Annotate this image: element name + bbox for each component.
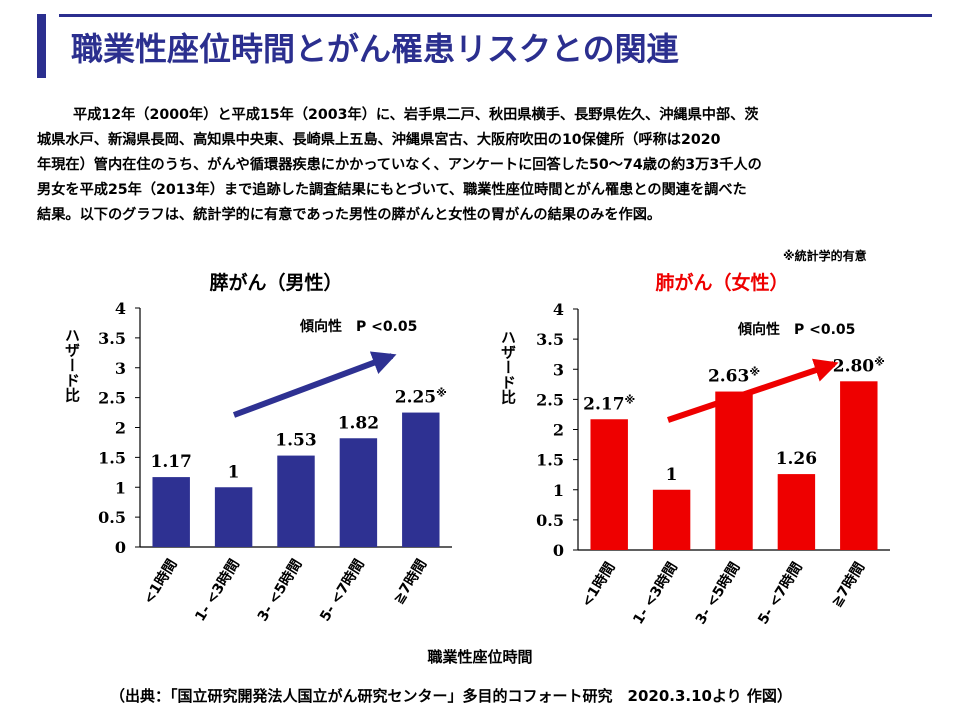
y-tick-label: 2.5: [536, 390, 564, 409]
title-accent-bar: [37, 14, 46, 78]
title-bar: 職業性座位時間とがん罹患リスクとの関連: [37, 14, 932, 78]
x-tick-label: 3- <5時間: [254, 556, 305, 624]
y-tick-label: 2: [115, 419, 126, 438]
data-label: 1.17: [150, 452, 191, 472]
x-tick-label: 3- <5時間: [692, 559, 743, 627]
bar: [652, 489, 691, 550]
x-tick-label: 1- <3時間: [630, 559, 681, 627]
data-label: 1.82: [338, 413, 379, 433]
data-label: 1.53: [275, 431, 316, 451]
y-tick-label: 1: [553, 481, 564, 500]
data-label: 2.80※: [833, 355, 885, 376]
bar: [277, 455, 315, 547]
description-line: 平成12年（2000年）と平成15年（2003年）に、岩手県二戸、秋田県横手、長…: [73, 107, 759, 123]
chart-title: 肺がん（女性）: [655, 271, 788, 294]
x-tick-label: 5- <7時間: [754, 559, 805, 627]
data-label: 2.25※: [395, 387, 447, 408]
description-line: 城県水戸、新潟県長岡、高知県中央東、長崎県上五島、沖縄県宮古、大阪府吹田の10保…: [37, 132, 721, 148]
y-tick-label: 3: [115, 359, 126, 378]
y-tick-label: 1.5: [536, 451, 564, 470]
significance-note: ※統計学的有意: [783, 248, 867, 263]
y-tick-label: 1.5: [98, 448, 126, 467]
chart-title: 膵がん（男性）: [209, 271, 342, 294]
y-tick-label: 2.5: [98, 389, 126, 408]
bar: [590, 419, 628, 550]
description-line: 年現在）管内在住のうち、がんや循環器疾患にかかっていなく、アンケートに回答した5…: [37, 157, 762, 173]
y-tick-label: 0.5: [536, 511, 564, 530]
trend-annotation: 傾向性 P <0.05: [737, 321, 855, 338]
page-title: 職業性座位時間とがん罹患リスクとの関連: [71, 30, 679, 68]
y-tick-label: 0.5: [98, 508, 126, 527]
x-tick-label: <1時間: [578, 559, 619, 610]
data-label: 1: [228, 462, 240, 482]
chart-pancreatic-cancer-male: 膵がん（男性） 傾向性 P <0.05 0 0.5 1 1.5 2 2.5 3 3.5 4 ハザー…: [63, 271, 452, 624]
y-tick-label: 0: [115, 538, 126, 557]
bar: [402, 412, 440, 547]
y-tick-label: 0: [553, 541, 564, 560]
x-tick-label: 5- <7時間: [316, 556, 367, 624]
chart-lung-cancer-female: 肺がん（女性） 傾向性 P <0.05 0 0.5 1 1.5 2 2.5 3 3.5 4 ハザー…: [499, 271, 890, 627]
bar: [777, 474, 816, 550]
y-tick-label: 3: [553, 360, 564, 379]
data-label: 2.63※: [708, 366, 760, 387]
data-label: 1: [666, 465, 678, 485]
y-tick-label: 1: [115, 478, 126, 497]
bar: [715, 391, 753, 550]
x-tick-label: <1時間: [140, 556, 181, 607]
description-text: 平成12年（2000年）と平成15年（2003年）に、岩手県二戸、秋田県横手、長…: [37, 103, 919, 228]
trend-arrow: [232, 351, 397, 418]
bar: [152, 477, 190, 547]
trend-annotation: 傾向性 P <0.05: [299, 318, 417, 335]
y-axis-label: ハザード比: [499, 330, 517, 406]
description-line: 男女を平成25年（2013年）まで追跡した調査結果にもとづいて、職業性座位時間と…: [37, 182, 747, 198]
data-label: 1.26: [776, 449, 817, 469]
description-line: 結果。以下のグラフは、統計学的に有意であった男性の膵がんと女性の胃がんの結果のみ…: [37, 207, 662, 223]
y-tick-label: 4: [115, 299, 126, 318]
x-tick-label: ≧7時間: [390, 556, 431, 607]
bar: [840, 381, 878, 550]
y-tick-label: 2: [553, 421, 564, 440]
title-rule: [59, 14, 932, 17]
bar: [214, 487, 253, 547]
data-label: 2.17※: [583, 393, 635, 414]
y-tick-label: 3.5: [98, 329, 126, 348]
y-tick-label: 3.5: [536, 330, 564, 349]
shared-x-axis-label: 職業性座位時間: [427, 648, 532, 666]
y-axis-label: ハザード比: [63, 328, 81, 404]
source-citation: （出典：「国立研究開発法人国立がん研究センター」多目的コフォート研究 2020.…: [110, 687, 792, 705]
x-tick-label: 1- <3時間: [192, 556, 243, 624]
bar: [339, 438, 378, 547]
y-tick-label: 4: [553, 300, 564, 319]
x-tick-label: ≧7時間: [828, 559, 869, 610]
